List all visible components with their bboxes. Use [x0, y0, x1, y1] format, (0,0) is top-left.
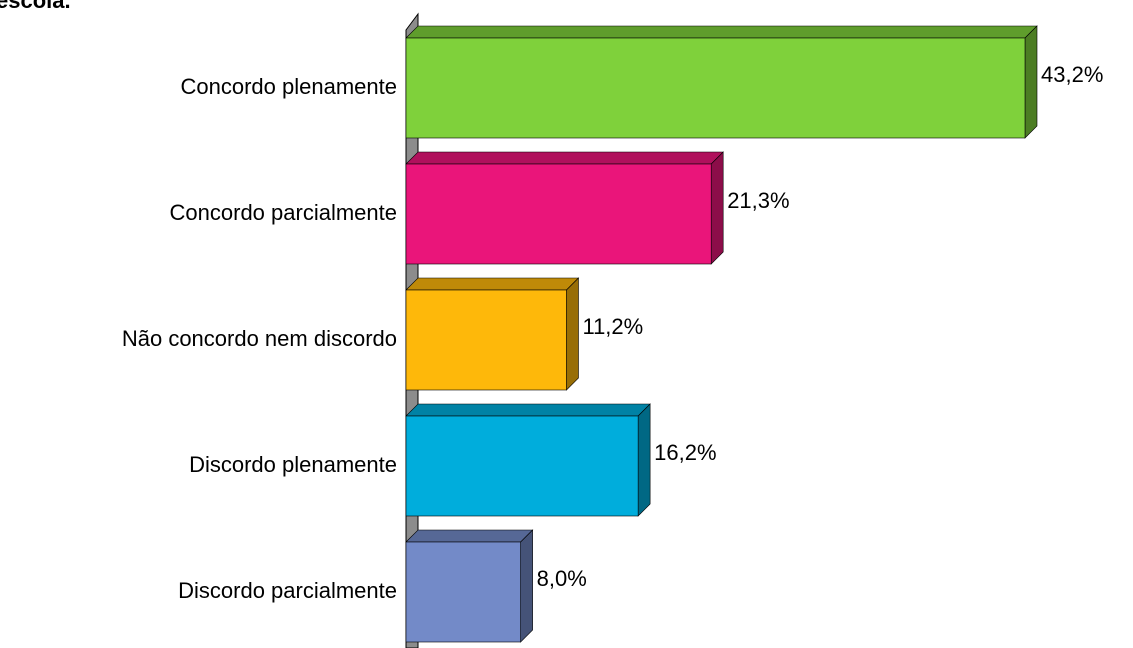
category-label: Não concordo nem discordo: [122, 326, 397, 351]
category-label: Concordo plenamente: [181, 74, 397, 99]
bar-top: [405, 25, 1038, 39]
value-label: 21,3%: [727, 188, 789, 213]
bar: [405, 163, 712, 265]
bar-side: [520, 529, 533, 643]
value-label: 11,2%: [582, 314, 643, 339]
bar-side: [710, 151, 724, 265]
value-label: 43,2%: [1041, 62, 1103, 87]
chart-title: escola.: [0, 0, 71, 13]
bar-side: [637, 403, 651, 517]
category-label: Discordo parcialmente: [178, 578, 397, 603]
bar: [405, 415, 639, 517]
bar: [405, 37, 1026, 139]
category-label: Discordo plenamente: [189, 452, 397, 477]
bar-top: [405, 151, 724, 165]
bar: [405, 289, 567, 391]
value-label: 16,2%: [654, 440, 716, 465]
category-label: Concordo parcialmente: [170, 200, 397, 225]
value-label: 8,0%: [537, 566, 587, 591]
bar-side: [566, 277, 579, 391]
bar-side: [1024, 25, 1038, 139]
bar-top: [405, 403, 651, 417]
bar-top: [405, 277, 580, 291]
bar: [405, 541, 521, 643]
bar-top: [405, 529, 534, 543]
